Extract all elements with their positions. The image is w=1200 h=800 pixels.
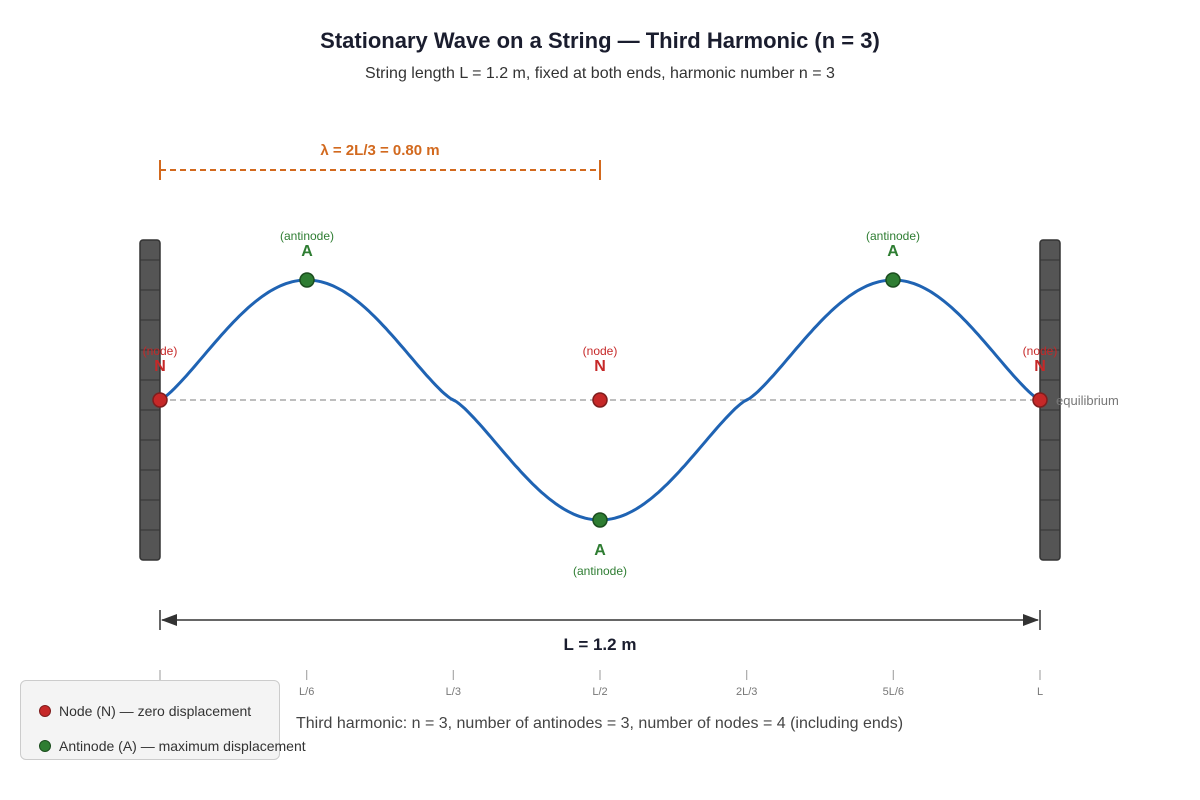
antinode-marker-middle (592, 512, 608, 528)
antinode-marker-left (299, 272, 315, 288)
node-marker-middle (592, 392, 608, 408)
legend-item-antinode: Antinode (A) — maximum displacement (39, 738, 306, 754)
tick-label: 5L/6 (883, 686, 904, 698)
antinode-letter-right: A (887, 243, 899, 260)
tick-label: L (1037, 686, 1043, 698)
tick-label: 2L/3 (736, 686, 757, 698)
legend-antinode-label: Antinode (A) — maximum displacement (59, 738, 306, 754)
antinode-letter-left: A (301, 243, 313, 260)
node-letter-right: N (1034, 358, 1046, 375)
antinode-legend-icon (39, 740, 51, 752)
legend-item-node: Node (N) — zero displacement (39, 703, 251, 719)
node-letter-middle: N (594, 358, 606, 375)
tick-label: L/6 (299, 686, 314, 698)
node-letter-left: N (154, 358, 166, 375)
node-caption-left: (node) (143, 344, 178, 358)
node-caption-middle: (node) (583, 344, 618, 358)
wavelength-indicator: λ = 2L/3 = 0.80 m (159, 142, 601, 180)
equilibrium-label: equilibrium (1056, 393, 1119, 408)
legend: Node (N) — zero displacement Antinode (A… (20, 680, 306, 760)
length-label: L = 1.2 m (564, 635, 637, 654)
harmonic-note: Third harmonic: n = 3, number of antinod… (296, 715, 904, 732)
legend-node-label: Node (N) — zero displacement (59, 703, 252, 719)
tick-label: L/2 (592, 686, 607, 698)
position-ticks: 0L/6L/3L/22L/35L/6L (157, 670, 1043, 698)
node-caption-right: (node) (1023, 344, 1058, 358)
page-subtitle: String length L = 1.2 m, fixed at both e… (365, 65, 835, 82)
node-marker-left (152, 392, 168, 408)
antinode-marker-right (885, 272, 901, 288)
length-dimension: L = 1.2 m (159, 610, 1041, 654)
tick-label: L/3 (446, 686, 461, 698)
antinode-letter-middle: A (594, 542, 606, 559)
node-legend-icon (39, 705, 51, 717)
antinode-caption-middle: (antinode) (573, 564, 627, 578)
page-title: Stationary Wave on a String — Third Harm… (320, 28, 880, 53)
antinode-caption-right: (antinode) (866, 229, 920, 243)
node-marker-right (1032, 392, 1048, 408)
wavelength-label: λ = 2L/3 = 0.80 m (320, 142, 439, 159)
antinode-caption-left: (antinode) (280, 229, 334, 243)
